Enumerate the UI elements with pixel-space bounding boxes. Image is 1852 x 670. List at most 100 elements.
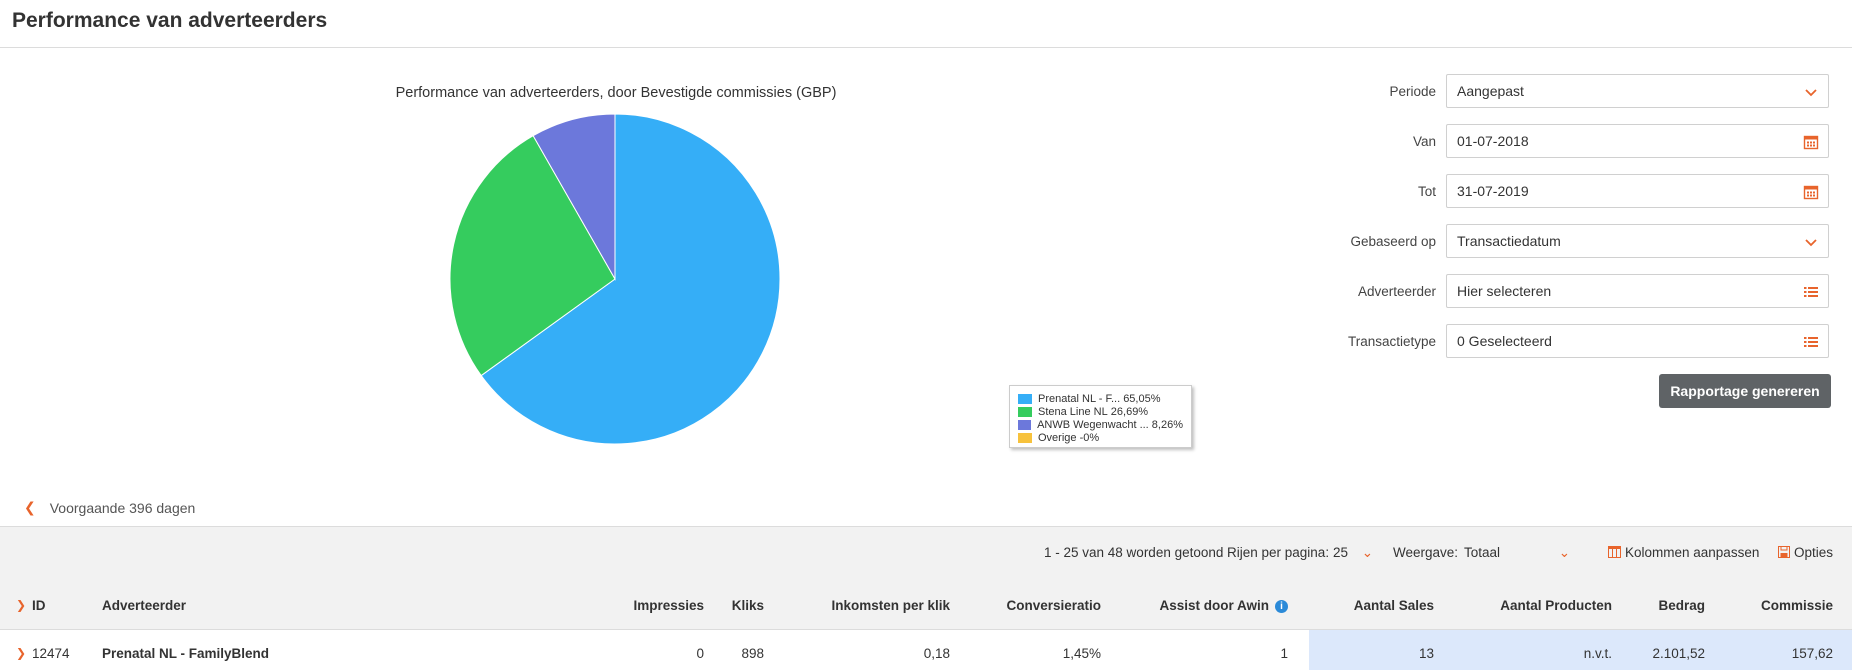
rows-per-page-select[interactable]: 25 ⌄ (1333, 545, 1373, 561)
assist-label: Assist door Awin (1159, 598, 1269, 613)
header-aantal-sales[interactable]: Aantal Sales (1353, 598, 1434, 613)
rows-per-page-label: Rijen per pagina: (1227, 545, 1330, 560)
pie-slice[interactable] (480, 113, 781, 445)
pie-slice[interactable] (449, 135, 616, 377)
legend-item: Stena Line NL 26,69% (1018, 405, 1183, 418)
calendar-icon[interactable] (1803, 134, 1819, 150)
legend-value: 8,26% (1151, 418, 1183, 431)
legend-swatch (1018, 432, 1032, 443)
gebaseerd-row: Gebaseerd op Transactiedatum (1300, 224, 1852, 260)
gebaseerd-select[interactable]: Transactiedatum (1446, 224, 1829, 258)
list-icon[interactable] (1803, 284, 1819, 300)
header-adverteerder[interactable]: Adverteerder (102, 598, 187, 613)
save-icon (1778, 546, 1790, 558)
chevron-down-icon: ⌄ (1558, 545, 1570, 560)
expand-all-icon[interactable]: ❯ (16, 598, 27, 612)
cell-id: 12474 (32, 646, 70, 661)
highlighted-columns (1309, 630, 1852, 670)
tot-date-input[interactable]: 31-07-2019 (1446, 174, 1829, 208)
chart-title: Performance van adverteerders, door Beve… (395, 85, 837, 101)
cell-bedrag: 2.101,52 (1652, 646, 1705, 661)
header-impressies[interactable]: Impressies (633, 598, 704, 613)
legend-label: Stena Line NL (1038, 405, 1108, 418)
adverteerder-row: Adverteerder Hier selecteren (1300, 274, 1852, 310)
header-inkomsten-per-klik[interactable]: Inkomsten per klik (831, 598, 950, 613)
columns-icon (1608, 546, 1621, 558)
list-icon[interactable] (1803, 334, 1819, 350)
chevron-down-icon: ⌄ (1361, 545, 1374, 560)
header-commissie[interactable]: Commissie (1760, 598, 1833, 613)
header-id[interactable]: ID (32, 598, 46, 613)
van-value: 01-07-2018 (1457, 133, 1529, 149)
info-icon[interactable]: i (1275, 600, 1288, 613)
cell-conversieratio: 1,45% (1062, 646, 1101, 661)
pie-slice[interactable] (532, 113, 616, 281)
table-row[interactable]: ❯ 12474 Prenatal NL - FamilyBlend 0 898 … (0, 630, 1852, 670)
adverteerder-label: Adverteerder (1357, 284, 1436, 299)
transactietype-row: Transactietype 0 Geselecteerd (1300, 324, 1852, 360)
cell-aantal-sales: 13 (1418, 646, 1434, 661)
table-toolbar: 1 - 25 van 48 worden getoond Rijen per p… (0, 526, 1852, 582)
legend-value: 26,69% (1110, 405, 1149, 418)
cell-commissie: 157,62 (1791, 646, 1833, 661)
header-assist-door-awin[interactable]: Assist door Awin i (1159, 598, 1288, 613)
van-date-input[interactable]: 01-07-2018 (1446, 124, 1829, 158)
adjust-columns-button[interactable]: Kolommen aanpassen (1608, 545, 1759, 560)
periode-value: Aangepast (1457, 83, 1524, 99)
adverteerder-picker[interactable]: Hier selecteren (1446, 274, 1829, 308)
cell-inkomsten-per-klik: 0,18 (923, 646, 950, 661)
header-kliks[interactable]: Kliks (731, 598, 764, 613)
options-button[interactable]: Opties (1778, 545, 1833, 560)
page-header: Performance van adverteerders (0, 0, 1852, 48)
cell-aantal-producten: n.v.t. (1583, 646, 1612, 661)
header-bedrag[interactable]: Bedrag (1658, 598, 1705, 613)
view-select[interactable]: Totaal ⌄ (1464, 545, 1570, 560)
periode-label: Periode (1389, 84, 1436, 99)
adjust-columns-label: Kolommen aanpassen (1625, 545, 1760, 560)
van-label: Van (1412, 134, 1436, 149)
legend-item: Overige -0% (1018, 431, 1183, 444)
table-header: ❯ ID Adverteerder Impressies Kliks Inkom… (0, 581, 1852, 630)
legend-label: ANWB Wegenwacht ... (1037, 418, 1149, 431)
previous-period-label: Voorgaande 396 dagen (49, 499, 196, 516)
chevron-left-icon: ❮ (24, 499, 36, 515)
cell-adverteerder[interactable]: Prenatal NL - FamilyBlend (102, 646, 270, 661)
header-aantal-producten[interactable]: Aantal Producten (1500, 598, 1612, 613)
expand-row-icon[interactable]: ❯ (16, 646, 27, 660)
chevron-down-icon (1805, 239, 1817, 247)
van-row: Van 01-07-2018 (1300, 124, 1852, 160)
legend-item: ANWB Wegenwacht ... 8,26% (1018, 418, 1183, 431)
cell-assist-door-awin: 1 (1280, 646, 1288, 661)
rows-per-page-value: 25 (1333, 545, 1349, 560)
cell-impressies: 0 (696, 646, 704, 661)
header-conversieratio[interactable]: Conversieratio (1006, 598, 1101, 613)
legend-swatch (1018, 393, 1032, 404)
gebaseerd-label: Gebaseerd op (1350, 234, 1436, 249)
result-count: 1 - 25 van 48 worden getoond (1044, 545, 1224, 560)
legend-item: Prenatal NL - F... 65,05% (1018, 392, 1183, 405)
options-label: Opties (1794, 545, 1834, 560)
view-label: Weergave: (1393, 545, 1459, 560)
transactietype-label: Transactietype (1347, 334, 1436, 349)
chevron-down-icon (1805, 89, 1817, 97)
tot-value: 31-07-2019 (1457, 183, 1529, 199)
calendar-icon[interactable] (1803, 184, 1819, 200)
legend-swatch (1018, 419, 1032, 430)
tot-label: Tot (1417, 184, 1436, 199)
legend-value: 65,05% (1123, 392, 1161, 405)
tot-row: Tot 31-07-2019 (1300, 174, 1852, 210)
generate-report-button[interactable]: Rapportage genereren (1659, 374, 1831, 408)
adverteerder-value: Hier selecteren (1457, 283, 1552, 299)
legend-swatch (1018, 406, 1032, 417)
legend-value: -0% (1079, 431, 1100, 444)
legend-label: Prenatal NL - F... (1038, 392, 1121, 405)
page-title: Performance van adverteerders (12, 9, 328, 32)
view-value: Totaal (1464, 545, 1501, 560)
cell-kliks: 898 (741, 646, 764, 661)
periode-select[interactable]: Aangepast (1446, 74, 1829, 108)
transactietype-picker[interactable]: 0 Geselecteerd (1446, 324, 1829, 358)
periode-row: Periode Aangepast (1300, 74, 1852, 110)
legend-label: Overige (1038, 431, 1077, 444)
previous-period-link[interactable]: ❮ Voorgaande 396 dagen (24, 499, 195, 516)
